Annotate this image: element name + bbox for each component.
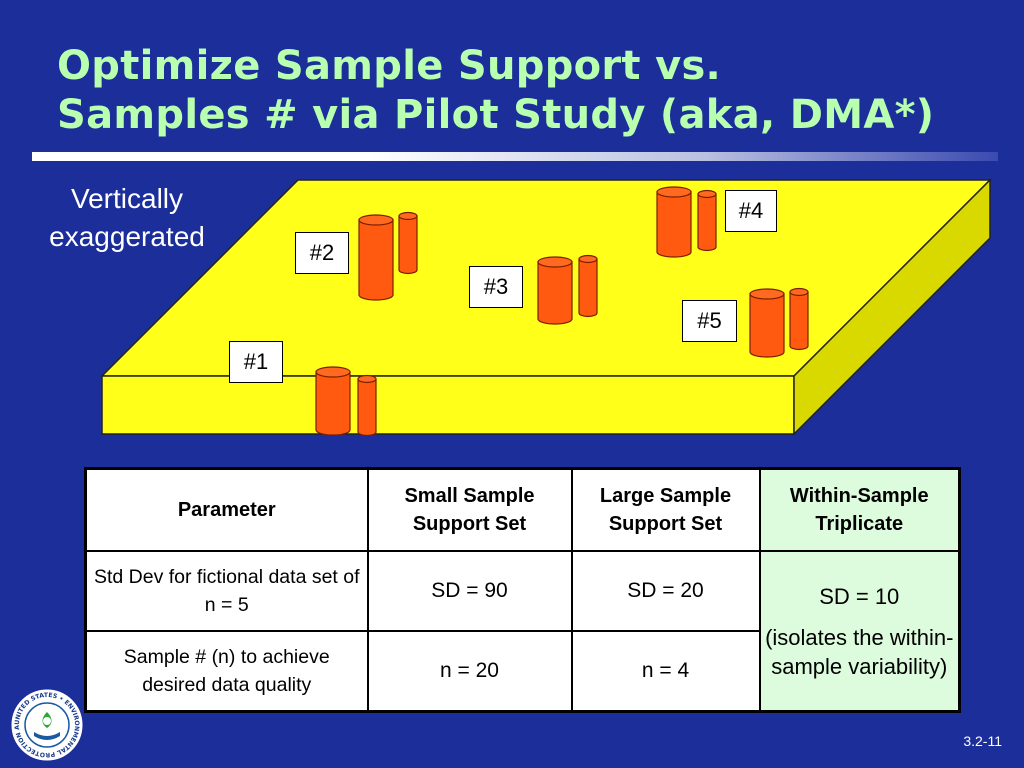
cell-triplicate: SD = 10 (isolates the within-sample vari… — [758, 550, 961, 712]
site-slab-diagram — [100, 178, 992, 437]
caption-line-2: exaggerated — [49, 221, 205, 252]
core-pair-1 — [315, 366, 377, 437]
title-line-2: Samples # via Pilot Study (aka, DMA*) — [57, 92, 935, 138]
comparison-table: Parameter Small Sample Support Set Large… — [84, 467, 961, 713]
param-std-dev: Std Dev for fictional data set of n = 5 — [84, 550, 369, 632]
cell-small-sd: SD = 90 — [366, 550, 573, 632]
exaggeration-caption: Vertically exaggerated — [22, 180, 232, 256]
cell-large-sd: SD = 20 — [570, 550, 761, 632]
core-pair-4 — [656, 186, 717, 258]
title-line-1: Optimize Sample Support vs. — [57, 43, 722, 89]
table-header-row: Parameter Small Sample Support Set Large… — [84, 467, 961, 552]
title-underline — [32, 152, 998, 161]
slide-title: Optimize Sample Support vs. Samples # vi… — [57, 42, 1007, 140]
sample-label-2: #2 — [295, 232, 349, 274]
header-small-support: Small Sample Support Set — [366, 467, 573, 552]
caption-line-1: Vertically — [70, 183, 184, 214]
slide-number: 3.2-11 — [963, 733, 1002, 749]
sample-label-3: #3 — [469, 266, 523, 308]
slab-side-face — [793, 178, 991, 436]
core-pair-3 — [537, 254, 598, 325]
core-pair-2 — [358, 211, 418, 301]
header-within-sample: Within-Sample Triplicate — [758, 467, 961, 552]
sample-label-1: #1 — [229, 341, 283, 383]
sample-label-5: #5 — [682, 300, 737, 342]
slab-front-face — [101, 375, 795, 435]
core-pair-5 — [749, 287, 809, 358]
triplicate-value: SD = 10 — [819, 584, 900, 610]
param-sample-count: Sample # (n) to achieve desired data qua… — [84, 630, 369, 712]
cell-large-n: n = 4 — [570, 630, 761, 712]
header-parameter: Parameter — [84, 467, 369, 552]
table-row: Sample # (n) to achieve desired data qua… — [84, 630, 960, 712]
cell-small-n: n = 20 — [366, 630, 573, 712]
triplicate-note: (isolates the within-sample variability) — [765, 625, 954, 680]
epa-seal-logo: UNITED STATES • ENVIRONMENTAL PROTECTION… — [10, 688, 84, 762]
header-large-support: Large Sample Support Set — [570, 467, 761, 552]
table-row: Std Dev for fictional data set of n = 5 … — [84, 550, 961, 712]
sample-label-4: #4 — [725, 190, 777, 232]
